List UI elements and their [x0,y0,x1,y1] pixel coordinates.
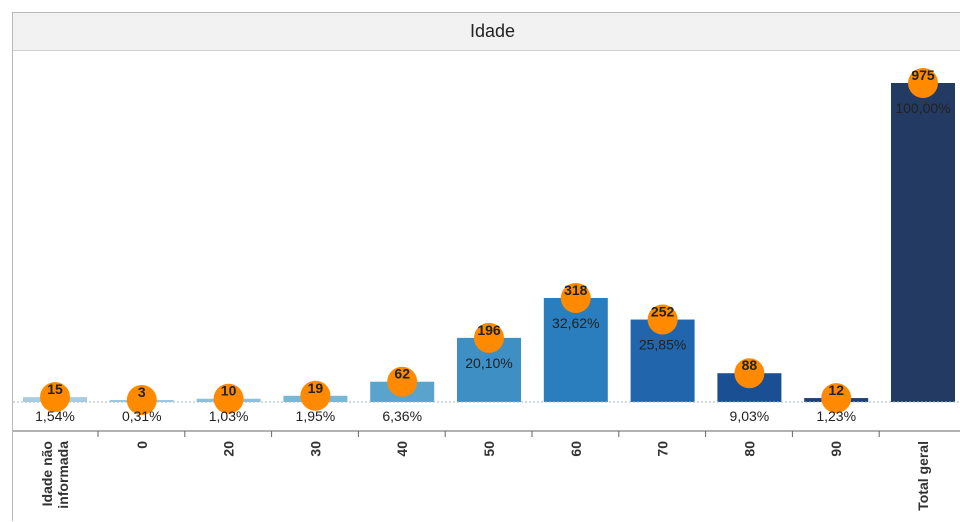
percent-label-10: 100,00% [895,100,950,116]
value-label-6: 318 [564,282,588,298]
marker-2[interactable] [213,383,244,414]
labels-layer: 15 1,54% 3 0,31% 10 1,03% 19 1,95% 62 6,36% 196 20,… [35,67,950,424]
chart-title: Idade [13,13,960,51]
percent-label-6: 32,62% [552,315,599,331]
percent-label-3: 1,95% [296,408,336,424]
percent-label-9: 1,23% [816,408,856,424]
svg-text:30: 30 [307,441,323,457]
percent-label-0: 1,54% [35,408,75,424]
value-label-10: 975 [911,67,935,83]
value-label-0: 15 [47,381,63,397]
marker-1[interactable] [126,385,157,415]
chart-canvas: Idade não informada 0 20 30 40 50 60 70 80 90 Total… [13,67,960,511]
percent-label-5: 20,10% [465,355,512,371]
category-label-10: Total geral [915,441,931,511]
svg-text:40: 40 [394,441,410,457]
marker-3[interactable] [300,380,331,411]
bar-10[interactable] [891,83,955,402]
svg-text:80: 80 [741,441,757,457]
category-label-4: 40 [394,441,410,457]
marker-8[interactable] [734,358,765,389]
category-label-1: 0 [134,441,150,449]
value-label-8: 88 [742,357,758,373]
category-label-0: Idade não informada [39,441,71,509]
value-label-5: 196 [477,322,501,338]
svg-text:70: 70 [655,441,671,457]
percent-label-2: 1,03% [209,408,249,424]
category-label-7: 70 [655,441,671,457]
svg-text:60: 60 [568,441,584,457]
svg-text:Idade não: Idade não [39,441,55,506]
value-label-3: 19 [308,380,324,396]
category-label-8: 80 [741,441,757,457]
svg-text:informada: informada [55,441,71,509]
marker-4[interactable] [387,366,418,397]
category-label-3: 30 [307,441,323,457]
marker-0[interactable] [40,382,70,413]
marker-6[interactable] [560,282,591,313]
marker-10[interactable] [908,68,938,98]
percent-label-8: 9,03% [730,408,770,424]
value-label-4: 62 [394,366,410,382]
svg-text:90: 90 [828,441,844,457]
value-label-7: 252 [651,304,675,320]
bar-6[interactable] [543,297,608,402]
percent-label-7: 25,85% [639,337,686,353]
value-label-2: 10 [221,383,237,399]
percent-label-1: 0,31% [122,408,162,424]
category-label-9: 90 [828,441,844,457]
value-label-1: 3 [138,384,146,400]
svg-text:Total geral: Total geral [915,441,931,511]
percent-label-4: 6,36% [382,408,422,424]
category-label-5: 50 [481,441,497,457]
svg-text:20: 20 [221,441,237,457]
ticks-layer: Idade não informada 0 20 30 40 50 60 70 80 90 Total… [39,431,931,511]
svg-text:0: 0 [134,441,150,449]
category-label-2: 20 [221,441,237,457]
marker-9[interactable] [821,383,852,414]
marker-5[interactable] [474,322,504,353]
svg-text:50: 50 [481,441,497,457]
chart-frame: Idade Idade não informada 0 20 30 40 50 60 70 80 9… [12,12,960,521]
value-label-9: 12 [828,382,844,398]
category-label-6: 60 [568,441,584,457]
marker-7[interactable] [647,304,678,335]
